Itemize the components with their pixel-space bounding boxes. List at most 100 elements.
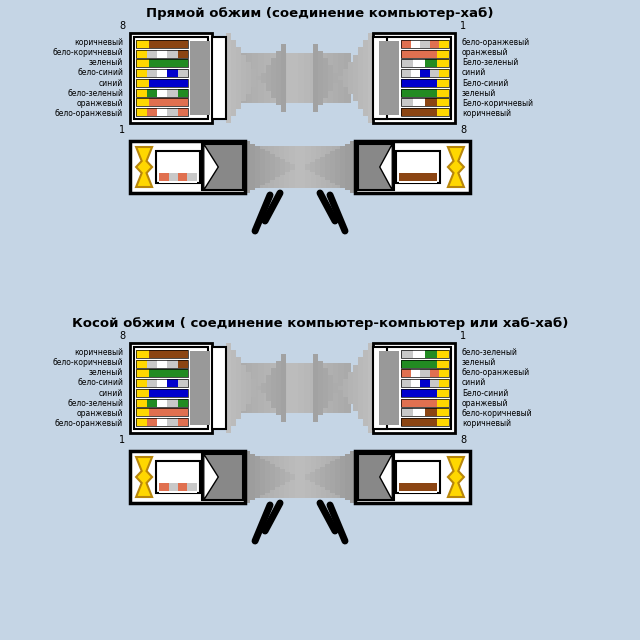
Bar (136, 408, 149, 417)
Text: бело-коричневый: бело-коричневый (52, 358, 123, 367)
Text: бело-коричневый: бело-коричневый (52, 48, 123, 57)
Bar (147, 108, 157, 116)
Bar (147, 399, 157, 407)
Bar (136, 99, 188, 106)
Bar (353, 54, 358, 101)
Bar (401, 408, 449, 417)
Bar (345, 143, 350, 191)
Bar (413, 388, 425, 397)
Bar (157, 88, 167, 97)
Bar (332, 146, 338, 188)
Bar (245, 451, 250, 503)
Bar (429, 379, 439, 387)
Bar (175, 60, 188, 67)
Bar (149, 99, 162, 106)
Bar (281, 53, 288, 103)
Bar (290, 164, 295, 170)
Bar (178, 173, 188, 181)
Bar (168, 483, 178, 491)
Bar (342, 456, 349, 498)
Bar (437, 418, 449, 426)
Bar (413, 360, 425, 368)
Bar (136, 408, 188, 417)
Bar (130, 343, 212, 433)
Bar (246, 372, 251, 404)
Bar (263, 456, 269, 498)
Bar (281, 354, 286, 422)
Bar (439, 69, 449, 77)
Bar (368, 343, 373, 433)
Bar (226, 343, 231, 433)
Bar (401, 418, 413, 426)
Bar (147, 49, 157, 58)
Bar (175, 408, 188, 417)
Bar (270, 464, 275, 490)
Text: 8: 8 (460, 435, 466, 445)
Bar (136, 369, 149, 378)
Bar (281, 364, 288, 413)
Bar (236, 47, 241, 109)
Bar (136, 350, 188, 358)
Bar (289, 146, 296, 188)
Bar (167, 360, 178, 368)
Bar (305, 456, 312, 498)
Bar (425, 60, 437, 67)
Bar (284, 456, 291, 498)
Bar (401, 40, 449, 48)
Text: бело-зеленый: бело-зеленый (462, 348, 518, 356)
Bar (255, 456, 260, 498)
Bar (337, 456, 344, 498)
Bar (147, 418, 157, 426)
Bar (149, 350, 162, 358)
Bar (265, 461, 270, 493)
Bar (401, 108, 413, 116)
Bar (425, 418, 437, 426)
Bar (412, 173, 424, 181)
Bar (149, 79, 162, 87)
Bar (149, 388, 162, 397)
Bar (159, 464, 196, 493)
Bar (175, 79, 188, 87)
Bar (175, 99, 188, 106)
Bar (136, 69, 147, 77)
Bar (412, 483, 424, 491)
Bar (353, 365, 358, 412)
Text: бело-синий: бело-синий (77, 68, 123, 77)
Text: бело-оранжевый: бело-оранжевый (462, 368, 530, 377)
Bar (316, 456, 322, 498)
Text: оранжевый: оранжевый (77, 99, 123, 108)
Bar (256, 76, 261, 80)
Bar (136, 360, 147, 368)
Bar (263, 146, 269, 188)
Bar (437, 360, 449, 368)
Bar (251, 379, 256, 397)
Polygon shape (204, 454, 218, 500)
Bar (167, 418, 178, 426)
Bar (252, 53, 259, 103)
Bar (401, 69, 449, 77)
Bar (328, 376, 333, 401)
Bar (401, 388, 449, 397)
Text: оранжевый: оранжевый (77, 409, 123, 418)
Bar (401, 99, 449, 106)
Bar (136, 40, 188, 48)
Bar (226, 33, 231, 123)
Bar (202, 454, 243, 500)
Bar (178, 483, 188, 491)
Polygon shape (448, 457, 464, 497)
Bar (289, 456, 296, 498)
Bar (136, 379, 147, 387)
Bar (294, 146, 301, 188)
Bar (136, 369, 188, 378)
Bar (413, 408, 425, 417)
Bar (410, 369, 420, 378)
Bar (241, 364, 248, 413)
Text: коричневый: коричневый (74, 348, 123, 356)
Text: 8: 8 (119, 21, 125, 31)
Bar (241, 54, 246, 101)
Bar (147, 69, 157, 77)
Bar (401, 99, 413, 106)
Bar (300, 456, 307, 498)
Bar (373, 347, 387, 429)
Text: бело-коричневый: бело-коричневый (462, 409, 532, 418)
